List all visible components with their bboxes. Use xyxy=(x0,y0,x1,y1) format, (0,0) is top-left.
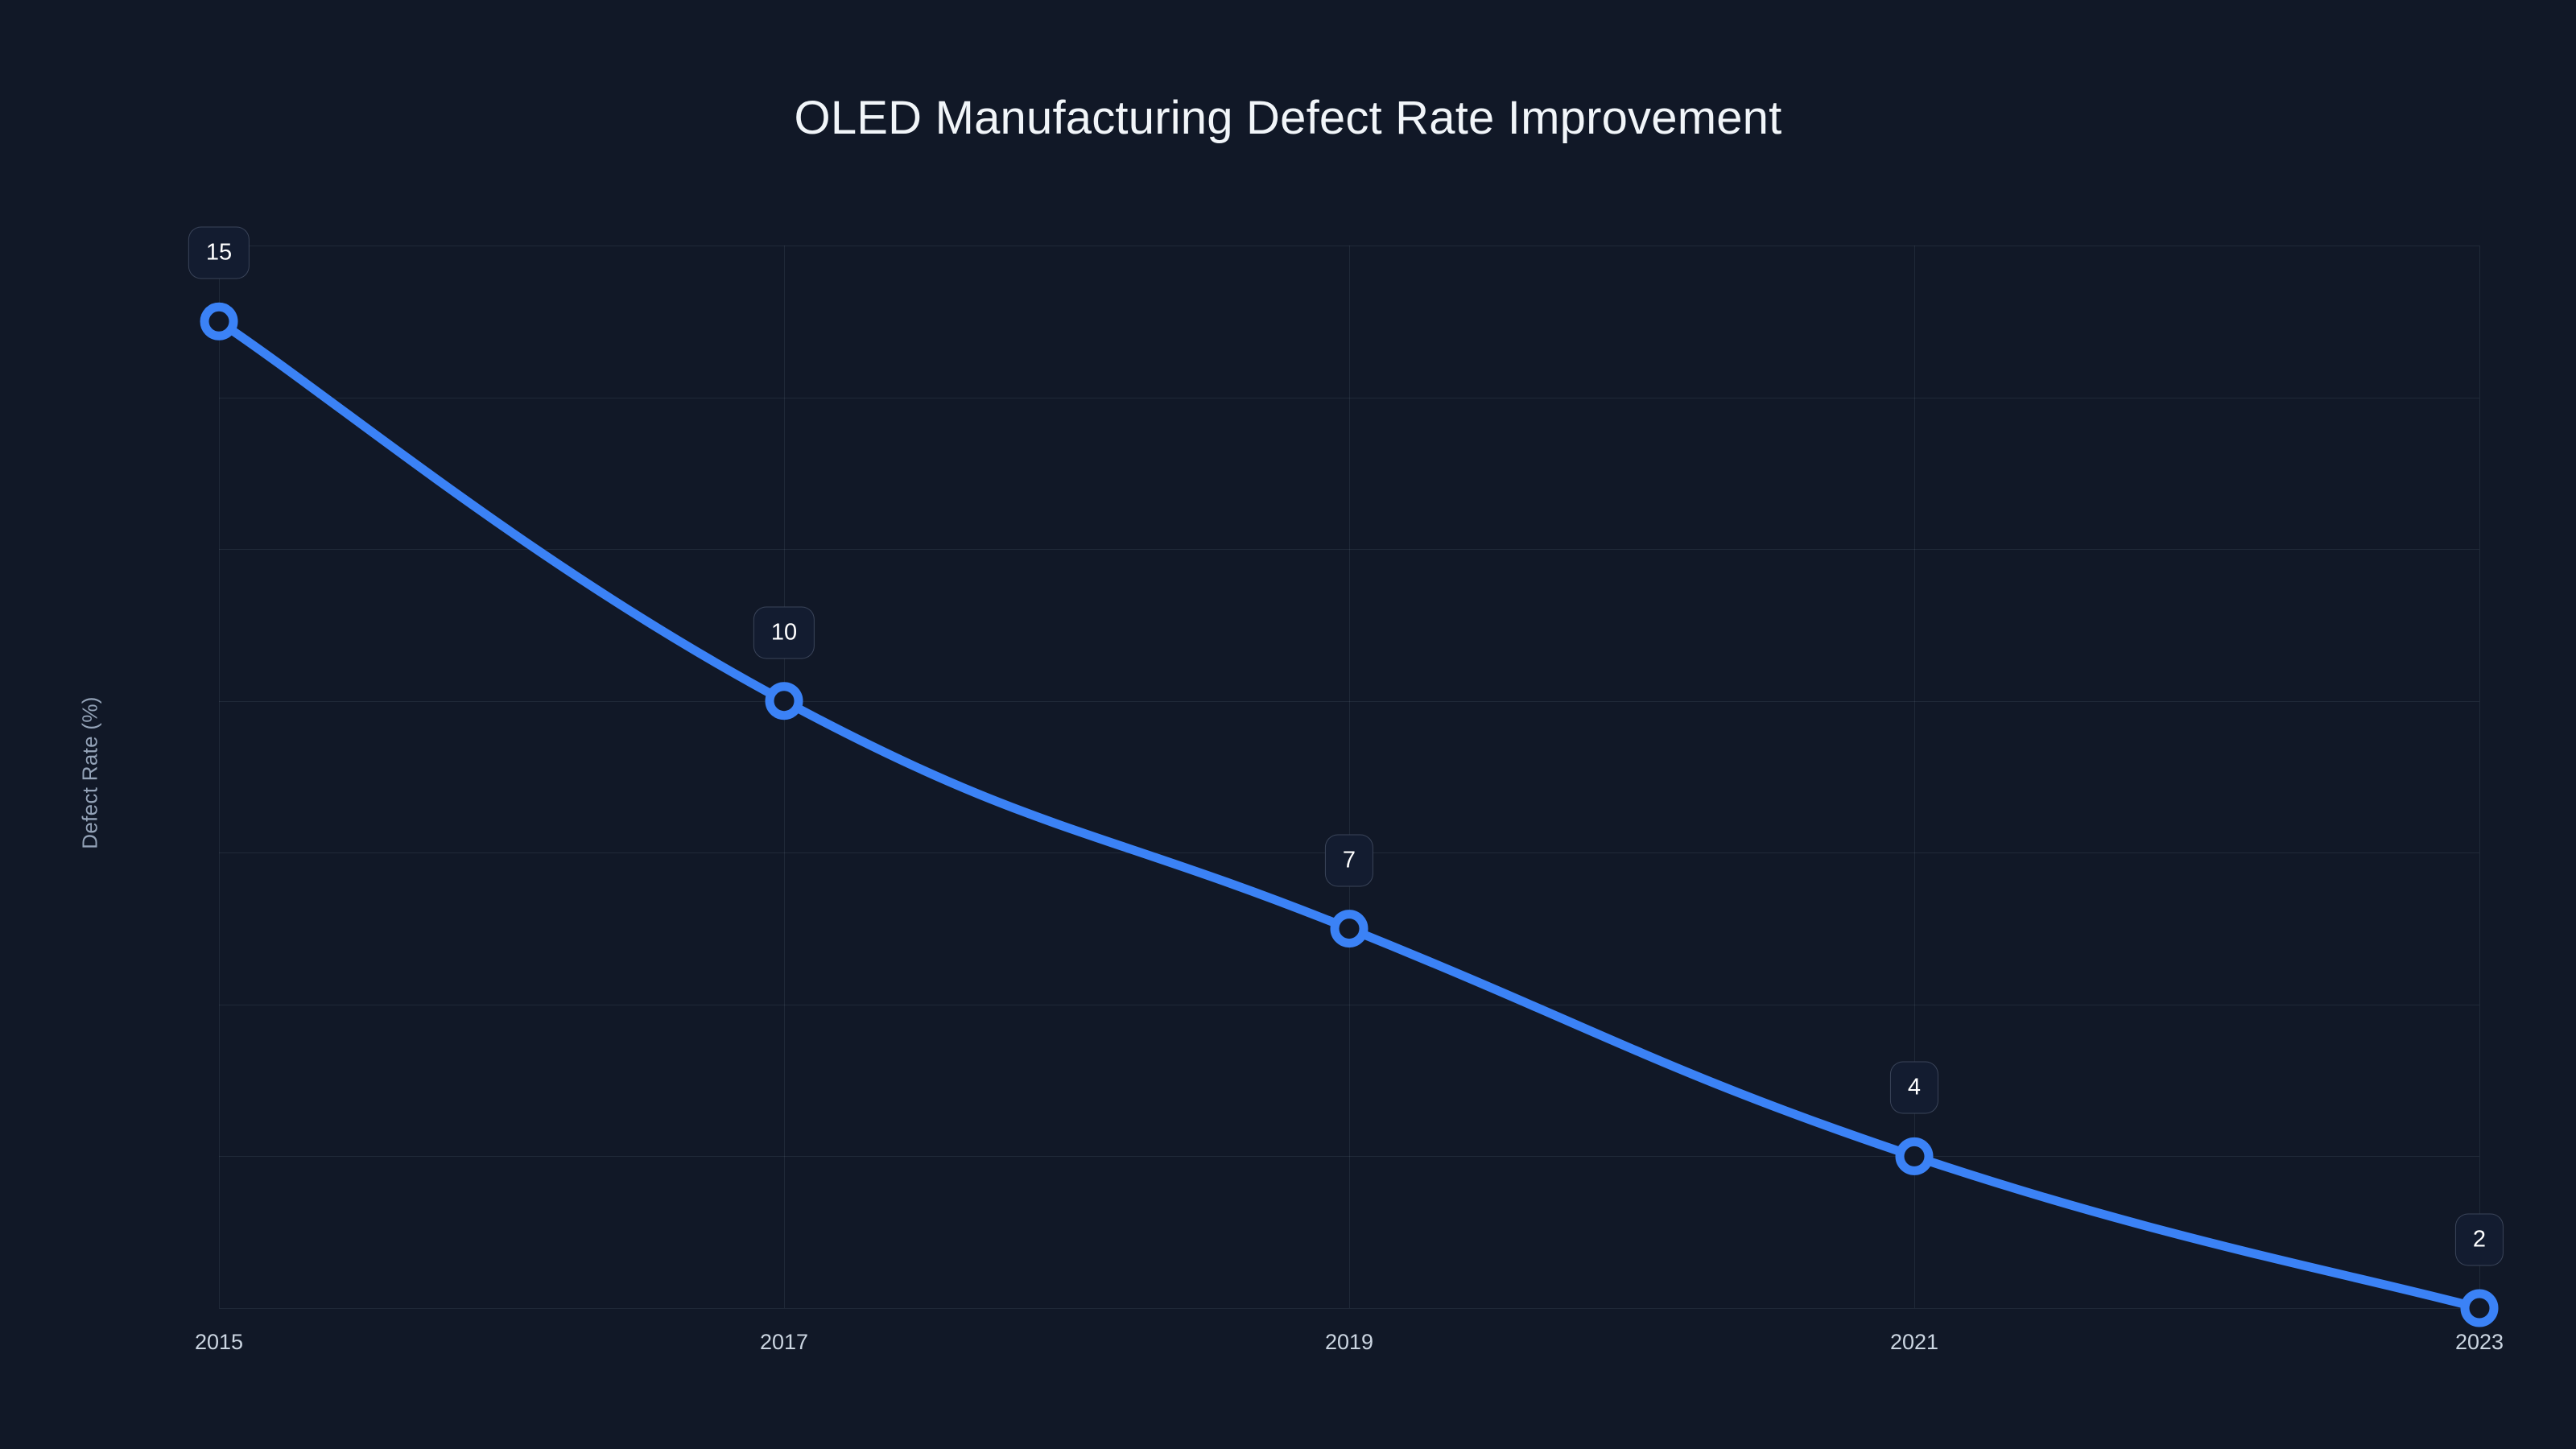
data-point-marker[interactable] xyxy=(1330,910,1368,948)
x-axis-tick-label: 2019 xyxy=(1324,1330,1374,1354)
data-point-marker[interactable] xyxy=(1895,1137,1934,1175)
y-axis-title: Defect Rate (%) xyxy=(77,696,102,849)
data-point-marker[interactable] xyxy=(765,682,803,720)
x-axis-tick-label: 2017 xyxy=(759,1330,809,1354)
data-point-label: 4 xyxy=(1889,1061,1939,1114)
data-point-marker[interactable] xyxy=(200,302,238,341)
series-line xyxy=(214,316,2484,1313)
data-point-label: 15 xyxy=(188,226,250,279)
data-point-label: 7 xyxy=(1324,834,1374,887)
line-series xyxy=(200,302,2499,1327)
gridline-vertical xyxy=(219,246,220,1308)
x-axis-tick-label: 2021 xyxy=(1889,1330,1939,1354)
chart-title: OLED Manufacturing Defect Rate Improveme… xyxy=(794,92,1782,144)
x-axis-tick-label: 2023 xyxy=(2454,1330,2504,1354)
x-axis-tick-label: 2015 xyxy=(194,1330,244,1354)
gridline-vertical xyxy=(2479,246,2480,1308)
data-point-label: 10 xyxy=(753,606,815,659)
data-point-label: 2 xyxy=(2454,1213,2504,1266)
data-point-marker[interactable] xyxy=(2460,1289,2499,1327)
gridline-horizontal xyxy=(219,1156,2479,1158)
gridline-horizontal xyxy=(219,549,2479,551)
gridline-horizontal xyxy=(219,1308,2479,1309)
gridline-horizontal xyxy=(219,700,2479,702)
gridline-vertical xyxy=(1914,246,1915,1308)
series-markers xyxy=(200,302,2499,1327)
gridline-vertical xyxy=(1349,246,1350,1308)
gridline-vertical xyxy=(784,246,785,1308)
